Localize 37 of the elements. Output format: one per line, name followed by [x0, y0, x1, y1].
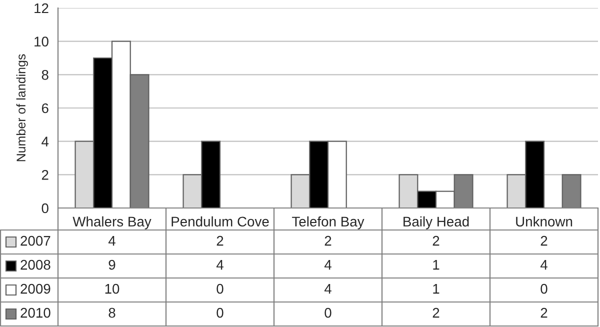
data-label: 1 — [433, 284, 440, 294]
y-tick-label: 8 — [42, 70, 48, 80]
data-label: 0 — [216, 284, 224, 294]
data-label: 4 — [324, 284, 332, 294]
data-label: 4 — [108, 236, 116, 246]
legend-label: 2007 — [20, 236, 50, 246]
legend-label: 2009 — [20, 284, 50, 294]
x-tick-label: Telefon Bay — [292, 216, 364, 230]
data-label: 0 — [324, 308, 332, 318]
x-tick-label: Whalers Bay — [72, 216, 152, 230]
x-tick-label: Unknown — [516, 216, 572, 227]
data-label: 10 — [105, 284, 120, 294]
data-label: 1 — [433, 260, 440, 270]
data-label: 2 — [432, 236, 440, 246]
legend-label: 2010 — [20, 308, 50, 318]
data-label: 9 — [108, 260, 116, 270]
y-axis-title: Number of landings — [16, 54, 28, 162]
data-label: 4 — [324, 260, 332, 270]
x-tick-label: Baily Head — [404, 216, 469, 230]
y-tick-label: 6 — [42, 103, 48, 114]
data-label: 2 — [216, 236, 224, 246]
data-label: 0 — [540, 284, 548, 294]
y-tick-label: 2 — [42, 170, 48, 180]
data-label: 4 — [540, 260, 548, 270]
data-label: 2 — [540, 308, 548, 318]
y-tick-label: 4 — [42, 136, 49, 146]
data-label: 4 — [216, 260, 224, 270]
data-label: 2 — [324, 236, 332, 246]
data-label: 2 — [432, 308, 440, 318]
y-tick-label: 0 — [42, 203, 48, 214]
x-tick-label: Pendulum Cove — [172, 216, 269, 227]
data-label: 8 — [108, 308, 116, 318]
data-label: 2 — [540, 236, 548, 246]
y-tick-label: 10 — [34, 36, 48, 47]
data-label: 0 — [216, 308, 224, 318]
legend-label: 2008 — [20, 260, 50, 270]
y-tick-label: 12 — [34, 3, 48, 14]
